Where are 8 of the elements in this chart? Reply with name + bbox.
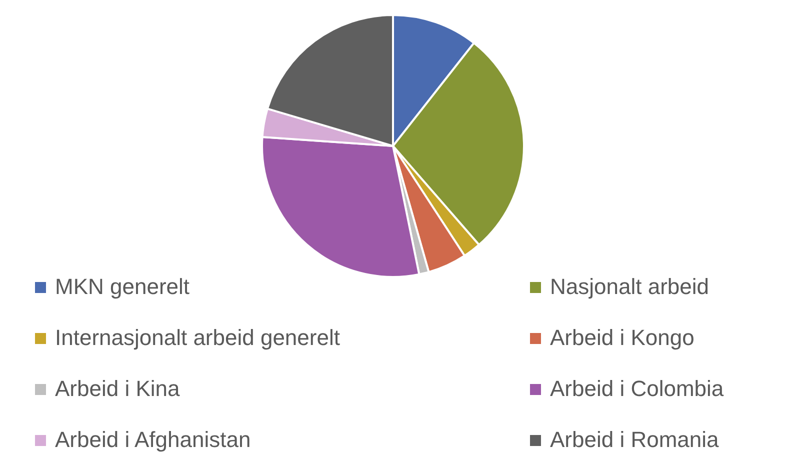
legend-label: Arbeid i Kongo (550, 325, 694, 351)
legend-label: Arbeid i Afghanistan (55, 427, 251, 453)
legend-label: Internasjonalt arbeid generelt (55, 325, 340, 351)
legend-label: Arbeid i Colombia (550, 376, 724, 402)
legend-label: Arbeid i Kina (55, 376, 180, 402)
legend-label: Arbeid i Romania (550, 427, 719, 453)
legend-label: Nasjonalt arbeid (550, 274, 709, 300)
legend-label: MKN generelt (55, 274, 190, 300)
